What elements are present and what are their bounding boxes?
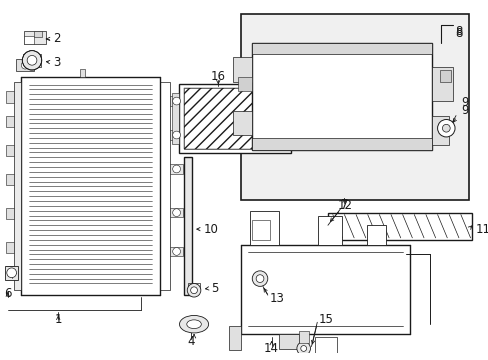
Text: 6: 6	[4, 287, 12, 300]
Bar	[232, 111, 252, 135]
Circle shape	[256, 275, 264, 283]
Text: 13: 13	[269, 292, 284, 305]
Bar	[319, 353, 332, 360]
Bar	[6, 145, 14, 156]
Bar	[24, 36, 34, 44]
Text: 1: 1	[54, 313, 62, 326]
Text: 14: 14	[264, 342, 279, 355]
Circle shape	[252, 271, 267, 286]
Bar	[169, 164, 183, 174]
Bar	[366, 225, 386, 245]
Circle shape	[172, 165, 180, 173]
Bar	[252, 43, 431, 54]
Bar	[431, 67, 452, 101]
Bar	[318, 216, 342, 245]
Bar	[6, 116, 14, 127]
Text: 16: 16	[210, 70, 225, 83]
Circle shape	[172, 209, 180, 216]
Bar	[169, 208, 183, 217]
Circle shape	[190, 287, 197, 294]
Bar	[6, 208, 14, 220]
Bar	[169, 130, 183, 140]
Bar	[279, 334, 298, 350]
Text: 3: 3	[53, 56, 61, 69]
Text: 15: 15	[318, 313, 332, 326]
Circle shape	[27, 55, 37, 65]
Ellipse shape	[186, 320, 201, 329]
Bar	[228, 326, 240, 350]
Text: 12: 12	[337, 199, 352, 212]
Bar	[237, 77, 252, 91]
Circle shape	[22, 51, 41, 70]
Bar	[240, 14, 468, 200]
Bar	[5, 266, 19, 280]
Bar	[184, 157, 192, 295]
Circle shape	[442, 124, 449, 132]
Bar	[232, 57, 252, 82]
Bar	[250, 211, 279, 245]
Text: 8: 8	[454, 27, 462, 40]
Bar	[34, 31, 41, 37]
Bar	[6, 174, 14, 185]
Text: 8: 8	[454, 25, 462, 38]
Bar	[252, 43, 431, 149]
Text: 9: 9	[460, 104, 468, 117]
Bar	[327, 213, 470, 240]
Bar	[188, 283, 200, 289]
Bar	[179, 84, 290, 153]
Bar	[169, 96, 183, 106]
Bar	[6, 242, 14, 253]
Bar	[171, 93, 179, 144]
Bar	[184, 89, 285, 149]
Ellipse shape	[179, 315, 208, 333]
Bar	[23, 54, 41, 67]
Circle shape	[300, 346, 306, 351]
Bar	[24, 31, 45, 44]
Circle shape	[7, 268, 17, 278]
Circle shape	[172, 131, 180, 139]
Bar	[6, 91, 14, 103]
Text: 9: 9	[460, 96, 468, 109]
Bar	[252, 220, 269, 240]
Bar	[80, 69, 85, 77]
Bar	[160, 82, 169, 290]
Bar	[14, 82, 21, 290]
Circle shape	[172, 97, 180, 105]
Bar	[17, 59, 34, 71]
Bar	[252, 138, 431, 149]
Bar	[290, 93, 298, 144]
Circle shape	[187, 283, 201, 297]
Bar	[315, 337, 336, 360]
Circle shape	[296, 342, 310, 355]
Circle shape	[21, 61, 29, 69]
Text: 2: 2	[53, 32, 61, 45]
Bar	[6, 266, 14, 278]
Text: 7: 7	[340, 198, 347, 211]
Bar	[169, 247, 183, 256]
Circle shape	[437, 120, 454, 137]
Text: 5: 5	[211, 282, 219, 295]
Bar	[439, 70, 450, 82]
Circle shape	[172, 248, 180, 255]
Bar	[298, 331, 308, 343]
Bar	[184, 89, 285, 149]
Text: 4: 4	[187, 335, 195, 348]
Text: 10: 10	[203, 222, 218, 236]
Bar	[431, 116, 448, 145]
Text: 11: 11	[474, 222, 488, 236]
